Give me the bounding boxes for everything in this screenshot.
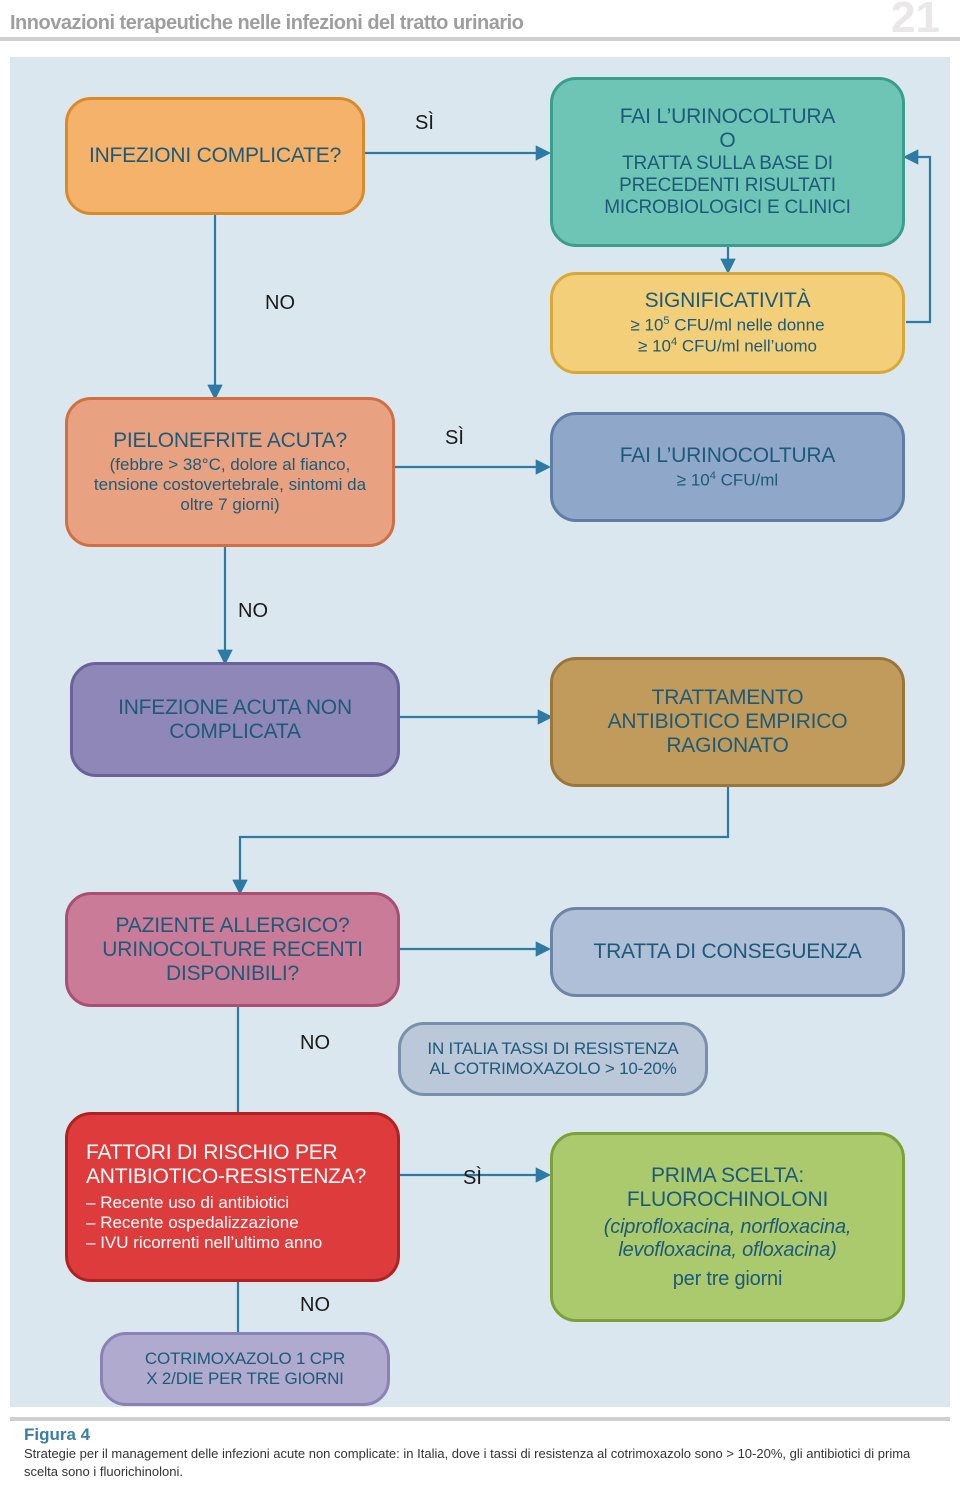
flowchart-node: TRATTAMENTOANTIBIOTICO EMPIRICORAGIONATO: [550, 657, 905, 787]
flowchart-node: SIGNIFICATIVITÀ≥ 105 CFU/ml nelle donne≥…: [550, 272, 905, 373]
edge-label: NO: [300, 1294, 330, 1317]
flowchart-node: COTRIMOXAZOLO 1 CPRX 2/DIE PER TRE GIORN…: [100, 1332, 390, 1406]
edge-label: SÌ: [415, 112, 434, 135]
figure-caption: Figura 4 Strategie per il management del…: [10, 1417, 950, 1497]
flowchart-node: PAZIENTE ALLERGICO?URINOCOLTURE RECENTID…: [65, 892, 400, 1007]
flowchart-node: FAI L’URINOCOLTURAOTRATTA SULLA BASE DI …: [550, 77, 905, 247]
flowchart-node: PRIMA SCELTA: FLUOROCHINOLONI(ciprofloxa…: [550, 1132, 905, 1322]
flowchart-node: INFEZIONI COMPLICATE?: [65, 97, 365, 215]
edge-label: NO: [238, 600, 268, 623]
flowchart-node: FAI L’URINOCOLTURA≥ 104 CFU/ml: [550, 412, 905, 522]
flowchart-node: TRATTA DI CONSEGUENZA: [550, 907, 905, 997]
flowchart-node: FATTORI DI RISCHIO PERANTIBIOTICO-RESIST…: [65, 1112, 400, 1282]
page-header: Innovazioni terapeutiche nelle infezioni…: [0, 0, 960, 41]
flowchart-node: INFEZIONE ACUTA NONCOMPLICATA: [70, 662, 400, 777]
flowchart-node: IN ITALIA TASSI DI RESISTENZAAL COTRIMOX…: [398, 1022, 708, 1096]
edge-label: SÌ: [445, 427, 464, 450]
edge-label: SÌ: [463, 1167, 482, 1190]
edge-label: NO: [300, 1032, 330, 1055]
page-number: 21: [891, 0, 940, 35]
edge-label: NO: [265, 292, 295, 315]
figure-label: Figura 4: [24, 1425, 90, 1444]
flowchart-canvas: INFEZIONI COMPLICATE? FAI L’URINOCOLTURAO…: [10, 57, 950, 1407]
figure-text: Strategie per il management delle infezi…: [24, 1446, 910, 1479]
page-title: Innovazioni terapeutiche nelle infezioni…: [10, 12, 523, 35]
flowchart-node: PIELONEFRITE ACUTA?(febbre > 38°C, dolor…: [65, 397, 395, 547]
